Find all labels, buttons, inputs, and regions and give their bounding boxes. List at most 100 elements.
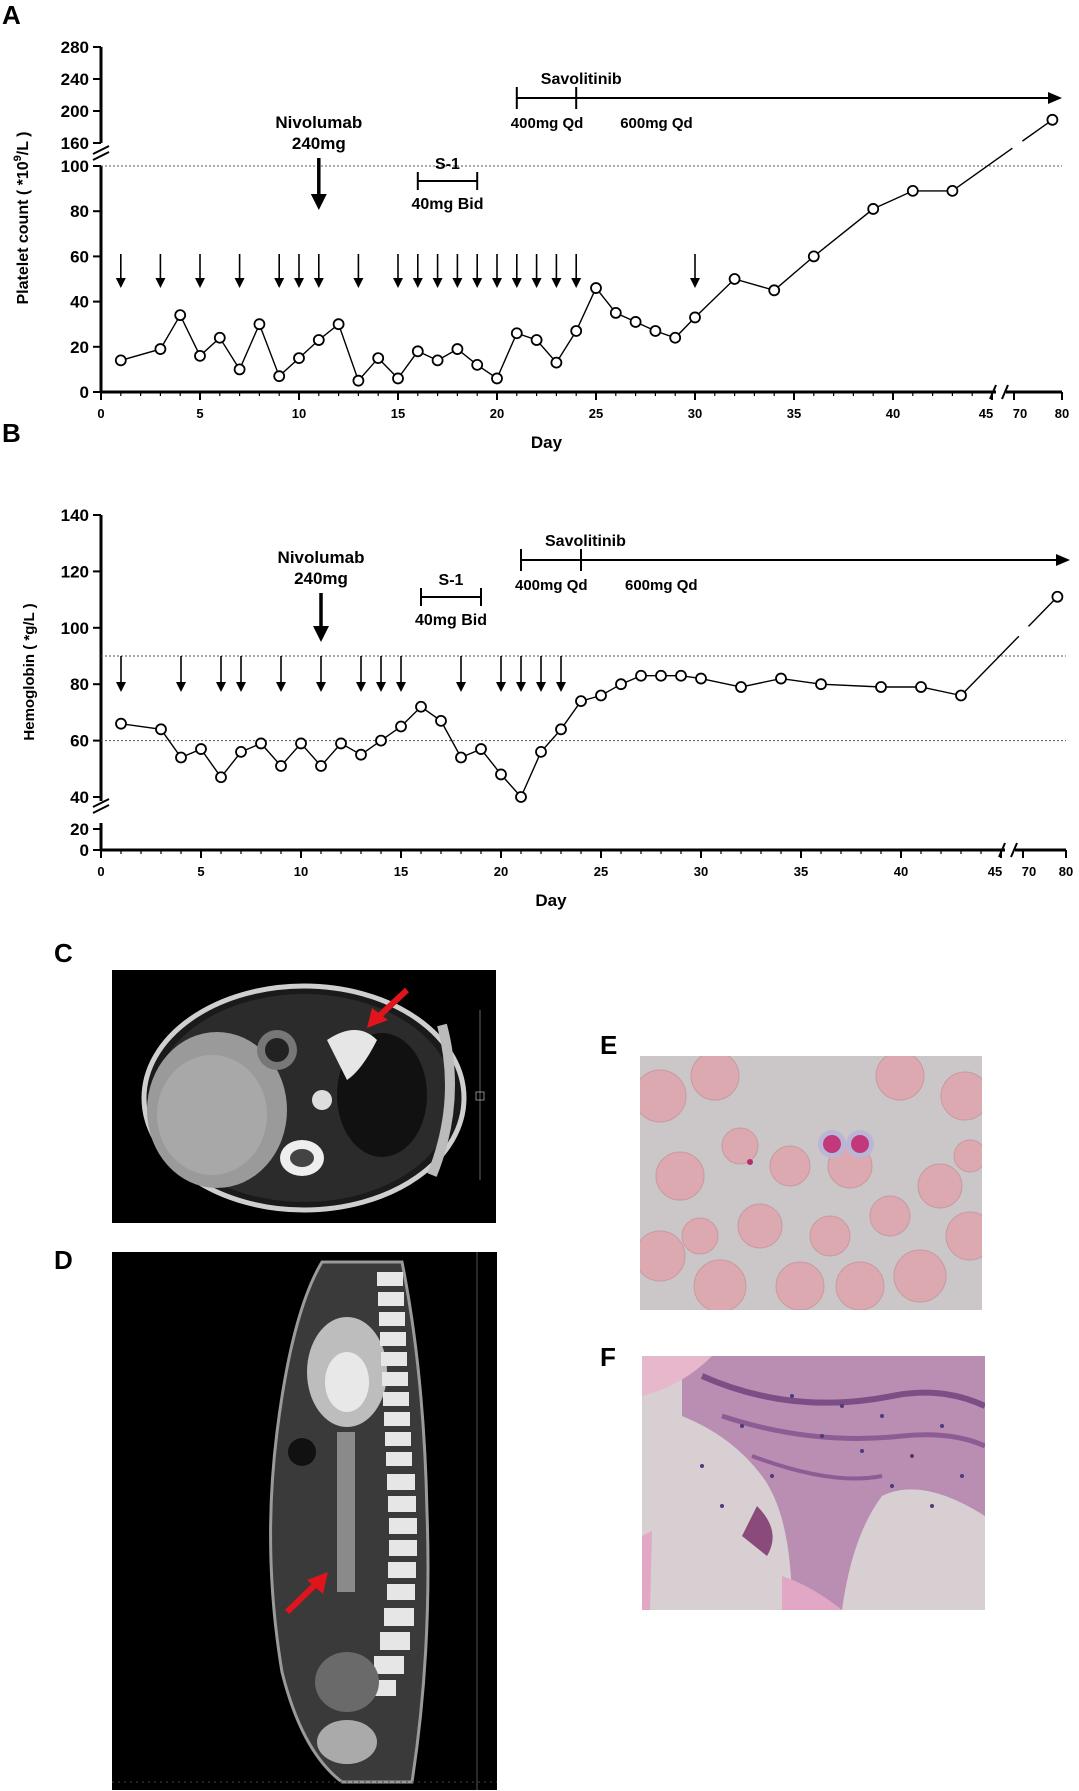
hemoglobin-data-point: [215, 771, 227, 784]
platelet-x-tick-label: 40: [886, 406, 900, 421]
hemoglobin-s1-label: S-1: [439, 572, 464, 589]
hemoglobin-nivolumab-label: Nivolumab: [278, 548, 365, 567]
hemoglobin-y-tick-label: 100: [61, 619, 89, 638]
hemoglobin-data-point: [275, 760, 287, 772]
platelet-transfusion-arrow: [551, 254, 562, 288]
platelet-x-tick-label: 80: [1055, 406, 1069, 421]
platelet-transfusion-arrow: [353, 254, 364, 288]
panel-label-d: D: [54, 1245, 73, 1275]
platelet-data-point: [728, 273, 741, 285]
platelet-transfusion-arrow: [690, 254, 700, 288]
hemoglobin-y-tick-label: 140: [61, 506, 89, 525]
platelet-transfusion-arrow: [195, 254, 205, 288]
platelet-data-point: [807, 250, 820, 263]
hemoglobin-x-tick-label: 25: [594, 864, 608, 879]
hemoglobin-x-tick-label: 30: [694, 864, 708, 879]
hemoglobin-savolitinib-label: Savolitinib: [545, 533, 626, 550]
platelet-data-point: [609, 306, 622, 319]
platelet-data-point: [273, 370, 286, 383]
hemoglobin-y-tick-label: 80: [70, 675, 89, 694]
hemoglobin-y-tick-label: 60: [70, 732, 89, 751]
hemoglobin-transfusion-arrow: [536, 656, 546, 692]
platelet-transfusion-arrow: [115, 254, 126, 288]
platelet-x-tick-label: 20: [490, 406, 504, 421]
platelet-x-axis-label: Day: [531, 433, 563, 452]
platelet-y-tick-label: 40: [70, 293, 89, 312]
platelet-data-point: [570, 325, 583, 337]
hemoglobin-data-point: [655, 669, 667, 682]
platelet-y-tick-label: 60: [70, 247, 89, 266]
hemoglobin-nivolumab-arrow: [313, 593, 329, 642]
platelet-savolitinib-label: Savolitinib: [541, 71, 622, 88]
platelet-x-tick-label: 10: [292, 406, 306, 421]
platelet-data-point: [590, 282, 602, 294]
panel-label-a: A: [2, 0, 21, 30]
hemoglobin-data-point: [815, 678, 827, 691]
hemoglobin-y-tick-label: 40: [70, 788, 89, 807]
platelet-transfusion-arrow: [472, 254, 483, 288]
hemoglobin-nivolumab-dose: 240mg: [294, 569, 348, 588]
hemoglobin-data-point: [695, 672, 707, 685]
platelet-data-point: [174, 309, 187, 322]
platelet-y-tick-label: 160: [61, 134, 89, 153]
hemoglobin-transfusion-arrow: [496, 656, 506, 692]
hemoglobin-transfusion-arrow: [276, 656, 286, 692]
hemoglobin-x-tick-label: 40: [894, 864, 908, 879]
blood-smear-micrograph: [640, 1056, 982, 1310]
hemoglobin-data-point: [335, 737, 347, 750]
hemoglobin-data-point: [115, 717, 127, 730]
hemoglobin-transfusion-arrow: [456, 656, 466, 692]
platelet-savolitinib-arrowhead: [1048, 92, 1062, 104]
platelet-data-point: [906, 184, 919, 197]
hemoglobin-x-break-mark-2: [1010, 842, 1018, 858]
platelet-s1-dose: 40mg Bid: [411, 196, 483, 213]
platelet-x-tick-label: 0: [97, 406, 104, 421]
platelet-x-tick-label: 15: [391, 406, 405, 421]
hemoglobin-data-point: [575, 695, 587, 708]
hemoglobin-data-point: [635, 669, 647, 682]
platelet-data-point: [629, 316, 642, 328]
platelet-data-point: [510, 327, 523, 340]
platelet-y-tick-label: 280: [61, 38, 89, 57]
platelet-data-point: [867, 203, 880, 215]
hemoglobin-data-point: [235, 745, 247, 758]
platelet-savolitinib-dose1: 400mg Qd: [511, 115, 584, 132]
platelet-x-tick-label: 45: [979, 406, 993, 421]
platelet-y-axis-label: Platelet count ( *109/L ): [12, 132, 32, 305]
hemoglobin-data-point: [315, 760, 327, 772]
hemoglobin-transfusion-arrow: [376, 656, 386, 692]
hemoglobin-data-point: [175, 751, 187, 764]
hemoglobin-transfusion-arrow: [316, 656, 326, 692]
hemoglobin-data-point: [555, 723, 567, 736]
platelet-data-point: [213, 331, 226, 344]
platelet-data-point: [649, 325, 662, 337]
hemoglobin-series-line: [120, 674, 962, 799]
hemoglobin-transfusion-arrow: [216, 656, 226, 692]
platelet-data-point: [332, 318, 345, 331]
platelet-series-line-to-break: [951, 147, 1013, 192]
platelet-data-point: [431, 354, 444, 367]
hemoglobin-x-axis-label: Day: [535, 891, 567, 910]
platelet-data-point: [689, 311, 701, 324]
platelet-data-point: [392, 372, 404, 385]
hemoglobin-data-point: [295, 737, 307, 750]
platelet-transfusion-arrow: [294, 254, 304, 288]
hemoglobin-transfusion-arrow: [356, 656, 366, 692]
hemoglobin-transfusion-arrow: [556, 656, 566, 692]
panel-label-f: F: [600, 1342, 616, 1372]
platelet-transfusion-arrow: [432, 254, 443, 288]
platelet-nivolumab-dose: 240mg: [292, 134, 346, 153]
histology-micrograph: [642, 1356, 985, 1610]
hemoglobin-data-point: [915, 681, 927, 693]
hemoglobin-data-point: [615, 678, 627, 691]
hemoglobin-data-point: [515, 791, 527, 803]
ct-axial-scan-image: [112, 970, 496, 1223]
hemoglobin-data-point: [475, 743, 487, 755]
hemoglobin-x-tick-label: 70: [1022, 864, 1036, 879]
hemoglobin-transfusion-arrow: [176, 656, 186, 692]
hemoglobin-x-tick-label: 35: [794, 864, 808, 879]
platelet-transfusion-arrow: [492, 254, 502, 288]
platelet-transfusion-arrow: [511, 254, 522, 288]
hemoglobin-series-line-to-break: [960, 635, 1020, 696]
platelet-series-line-after-break: [1021, 119, 1053, 142]
